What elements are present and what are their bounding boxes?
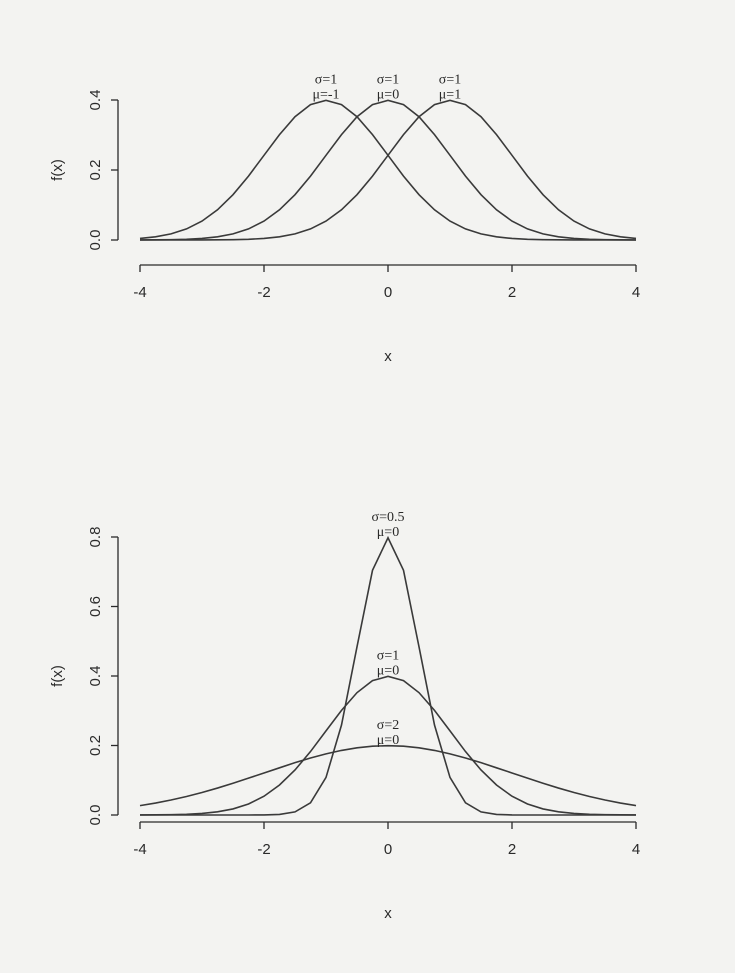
- x-axis-label: x: [384, 905, 392, 922]
- x-tick-label: 0: [384, 841, 392, 858]
- y-axis-label: f(x): [49, 665, 66, 687]
- curve-annotation: μ=1: [439, 88, 461, 103]
- curve-annotation: σ=1: [377, 649, 399, 664]
- curve-annotation: σ=2: [377, 718, 399, 733]
- x-tick-label: -4: [133, 284, 146, 301]
- curve-annotation: μ=-1: [312, 88, 339, 103]
- y-tick-label: 0.2: [87, 735, 104, 756]
- curve-annotation: μ=0: [377, 88, 399, 103]
- y-tick-label: 0.4: [87, 90, 104, 111]
- x-tick-label: -4: [133, 841, 146, 858]
- y-tick-label: 0.0: [87, 230, 104, 251]
- y-axis-label: f(x): [49, 159, 66, 181]
- y-tick-label: 0.4: [87, 666, 104, 687]
- curve-annotation: μ=0: [377, 733, 399, 748]
- y-tick-label: 0.0: [87, 805, 104, 826]
- density-curve: [139, 99, 637, 241]
- density-curve: [140, 99, 637, 241]
- x-tick-label: 4: [632, 841, 640, 858]
- x-axis-label: x: [384, 348, 392, 365]
- y-tick-label: 0.8: [87, 527, 104, 548]
- x-tick-label: 2: [508, 284, 516, 301]
- curve-annotation: μ=0: [377, 664, 399, 679]
- y-tick-label: 0.2: [87, 160, 104, 181]
- y-tick-label: 0.6: [87, 596, 104, 617]
- x-tick-label: -2: [257, 284, 270, 301]
- density-curve: [140, 535, 636, 816]
- density-curve: [139, 675, 637, 816]
- x-tick-label: 0: [384, 284, 392, 301]
- x-tick-label: -2: [257, 841, 270, 858]
- density-curve: [139, 744, 637, 807]
- curve-annotation: σ=1: [377, 73, 399, 88]
- curve-annotation: σ=1: [315, 73, 337, 88]
- density-curve: [139, 99, 636, 241]
- curve-annotation: σ=1: [439, 73, 461, 88]
- curve-annotation: μ=0: [377, 525, 399, 540]
- curve-annotation: σ=0.5: [372, 510, 405, 525]
- x-tick-label: 2: [508, 841, 516, 858]
- x-tick-label: 4: [632, 284, 640, 301]
